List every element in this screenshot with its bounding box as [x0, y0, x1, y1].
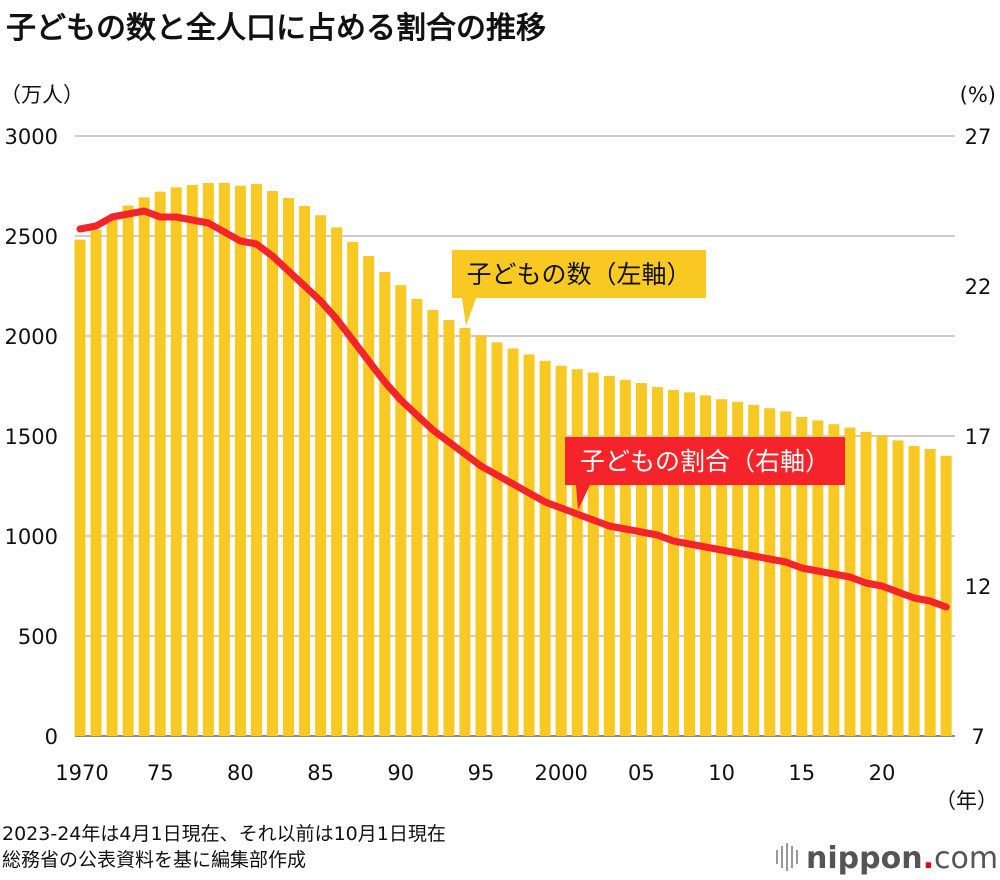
bar-2002 [587, 372, 599, 736]
bar-2009 [700, 395, 712, 736]
logo-text: nippon.com [806, 841, 998, 876]
bar-1996 [491, 342, 503, 736]
bar-1995 [475, 335, 487, 736]
left-tick-label: 2500 [5, 225, 58, 249]
bar-1997 [507, 348, 519, 736]
bar-1972 [106, 217, 118, 736]
x-tick-label: 20 [869, 761, 896, 785]
bar-1974 [138, 197, 150, 736]
bar-2023 [924, 449, 936, 736]
bar-2003 [603, 376, 615, 736]
bar-2001 [571, 369, 583, 736]
bar-1990 [395, 285, 407, 736]
bar-1989 [379, 272, 391, 736]
bar-2004 [619, 379, 631, 736]
bar-2017 [828, 424, 840, 736]
bar-2015 [796, 417, 808, 736]
bar-2005 [635, 383, 647, 736]
x-tick-label: 85 [307, 761, 334, 785]
nippon-logo: nippon.com [776, 841, 998, 876]
bar-1993 [443, 320, 455, 736]
bar-2012 [748, 405, 760, 736]
bar-2008 [684, 392, 696, 736]
bar-1981 [250, 184, 262, 736]
bar-1987 [347, 242, 359, 736]
callout-ratio: 子どもの割合（右軸） [565, 437, 845, 510]
right-tick-label: 27 [965, 125, 992, 149]
left-axis-unit: （万人） [0, 83, 84, 107]
note-2: 総務省の公表資料を基に編集部作成 [2, 849, 306, 871]
chart-title: 子どもの数と全人口に占める割合の推移 [6, 11, 546, 46]
x-tick-label: 95 [468, 761, 495, 785]
bar-2018 [844, 427, 856, 736]
x-tick-label: 80 [227, 761, 254, 785]
x-tick-label: 10 [708, 761, 735, 785]
bar-2013 [764, 408, 776, 736]
right-axis-unit: (%) [960, 83, 996, 107]
left-tick-label: 3000 [5, 125, 58, 149]
bar-2010 [716, 399, 728, 736]
bar-2024 [940, 455, 952, 736]
bar-2016 [812, 420, 824, 736]
left-tick-label: 1000 [5, 525, 58, 549]
bar-1999 [539, 360, 551, 736]
bar-1970 [74, 239, 86, 736]
x-axis-unit: （年） [935, 789, 998, 813]
bar-1988 [363, 256, 375, 736]
x-tick-label: 75 [147, 761, 174, 785]
bar-1971 [90, 229, 102, 737]
bar-1979 [218, 182, 230, 737]
bar-2021 [892, 440, 904, 736]
bar-1982 [266, 191, 278, 736]
bar-1991 [411, 299, 423, 736]
left-tick-label: 1500 [5, 425, 58, 449]
bar-1992 [427, 310, 439, 736]
x-tick-label: 15 [788, 761, 815, 785]
callout-count-label: 子どもの数（左軸） [466, 260, 691, 289]
bar-2000 [555, 365, 567, 736]
right-tick-label: 22 [965, 275, 992, 299]
bar-2014 [780, 411, 792, 736]
bar-2006 [651, 387, 663, 736]
x-tick-label: 05 [628, 761, 655, 785]
ratio-line [76, 207, 950, 611]
bar-1984 [299, 206, 311, 736]
bar-2011 [732, 401, 744, 736]
bar-2022 [908, 446, 920, 736]
bar-2007 [667, 390, 679, 736]
left-tick-label: 0 [45, 725, 58, 749]
bar-1976 [170, 187, 182, 736]
bar-1985 [315, 215, 327, 736]
x-tick-label: 90 [387, 761, 414, 785]
bar-1983 [283, 198, 295, 736]
bar-1978 [202, 183, 214, 736]
bar-1975 [154, 191, 166, 737]
bar-1994 [459, 328, 471, 736]
x-tick-label: 1970 [55, 761, 108, 785]
bar-1986 [331, 227, 343, 736]
bar-1998 [523, 354, 535, 736]
right-tick-label: 17 [965, 425, 992, 449]
bar-1980 [234, 185, 246, 737]
left-tick-label: 500 [18, 625, 58, 649]
left-tick-label: 2000 [5, 325, 58, 349]
right-tick-label: 12 [965, 575, 992, 599]
callout-ratio-label: 子どもの割合（右軸） [580, 447, 830, 476]
callout-count: 子どもの数（左軸） [452, 250, 706, 326]
bar-1973 [122, 205, 134, 737]
right-tick-label: 7 [971, 725, 984, 749]
bar-1977 [186, 185, 198, 736]
x-tick-label: 2000 [534, 761, 587, 785]
note-1: 2023-24年は4月1日現在、それ以前は10月1日現在 [2, 823, 446, 845]
